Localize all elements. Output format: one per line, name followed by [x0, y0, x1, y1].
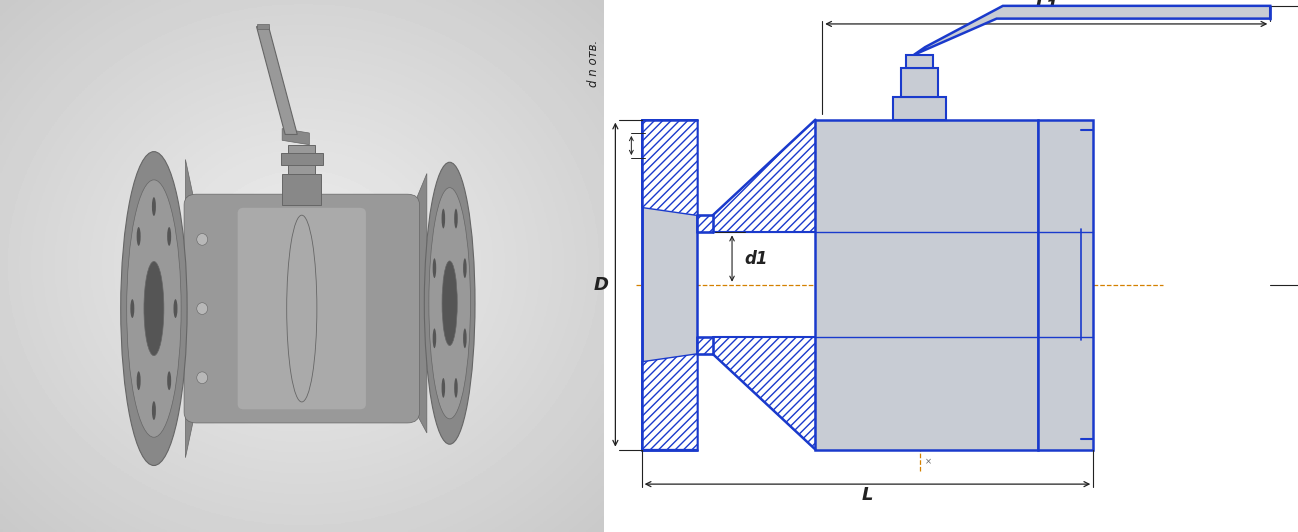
- Ellipse shape: [197, 234, 208, 245]
- Ellipse shape: [136, 371, 140, 390]
- Ellipse shape: [127, 180, 182, 437]
- Ellipse shape: [432, 259, 436, 278]
- Polygon shape: [713, 337, 815, 450]
- Text: D: D: [593, 276, 609, 294]
- Ellipse shape: [424, 162, 475, 444]
- Polygon shape: [282, 129, 309, 145]
- Ellipse shape: [121, 152, 187, 466]
- FancyBboxPatch shape: [184, 194, 419, 423]
- Ellipse shape: [428, 188, 470, 419]
- Bar: [902, 68, 937, 97]
- Polygon shape: [408, 173, 427, 433]
- Text: L1: L1: [1035, 0, 1058, 16]
- Text: d n отв.: d n отв.: [587, 40, 600, 87]
- Ellipse shape: [454, 378, 458, 398]
- Ellipse shape: [167, 230, 177, 387]
- Ellipse shape: [454, 209, 458, 228]
- Ellipse shape: [432, 328, 436, 348]
- Ellipse shape: [152, 401, 156, 420]
- Ellipse shape: [152, 197, 156, 216]
- Bar: [641, 120, 697, 450]
- FancyBboxPatch shape: [238, 208, 366, 409]
- Ellipse shape: [441, 378, 445, 398]
- Ellipse shape: [463, 328, 467, 348]
- Bar: [288, 145, 315, 174]
- Bar: [257, 24, 269, 29]
- Ellipse shape: [144, 262, 164, 355]
- Ellipse shape: [441, 209, 445, 228]
- Bar: [893, 97, 946, 120]
- Polygon shape: [641, 120, 697, 215]
- Polygon shape: [257, 27, 297, 135]
- Ellipse shape: [167, 227, 171, 246]
- Text: L: L: [862, 486, 874, 504]
- Bar: [906, 55, 933, 68]
- Ellipse shape: [463, 259, 467, 278]
- Ellipse shape: [136, 227, 140, 246]
- Polygon shape: [641, 354, 697, 450]
- Bar: [815, 120, 1037, 450]
- Ellipse shape: [167, 371, 171, 390]
- Text: ×: ×: [925, 457, 935, 466]
- Polygon shape: [697, 215, 713, 232]
- Ellipse shape: [197, 372, 208, 384]
- Polygon shape: [186, 160, 196, 458]
- Ellipse shape: [174, 299, 178, 318]
- Polygon shape: [280, 153, 323, 165]
- Text: d1: d1: [745, 250, 768, 268]
- Ellipse shape: [197, 303, 208, 314]
- Bar: [282, 174, 322, 205]
- Polygon shape: [713, 120, 815, 232]
- Polygon shape: [697, 337, 713, 354]
- Ellipse shape: [443, 261, 457, 346]
- Polygon shape: [914, 6, 1271, 55]
- Ellipse shape: [130, 299, 134, 318]
- Polygon shape: [1037, 120, 1093, 450]
